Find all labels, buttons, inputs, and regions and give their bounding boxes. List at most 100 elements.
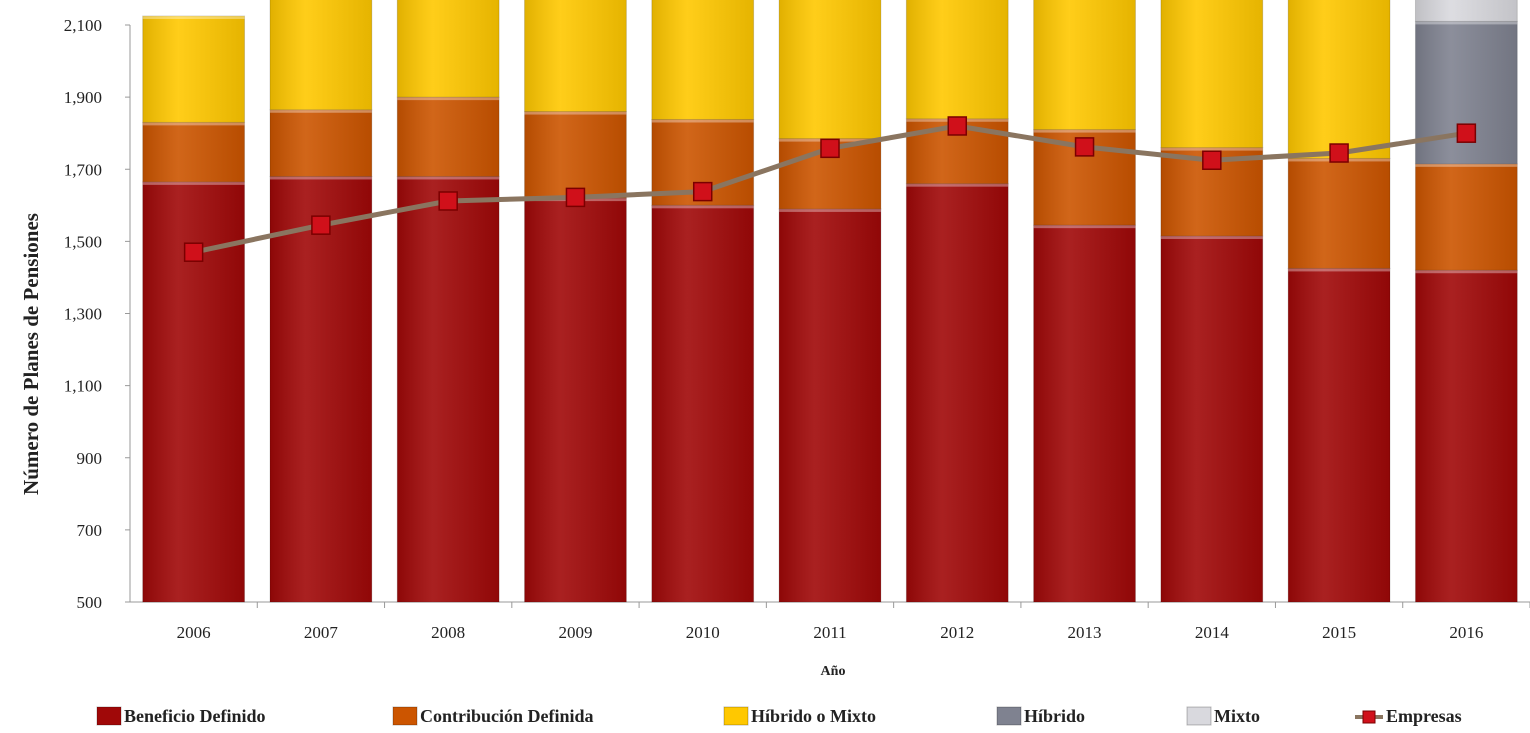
bar-shading (270, 0, 372, 110)
bar-shading (1288, 0, 1390, 159)
empresas-point-2007 (311, 215, 331, 235)
x-tick-label: 2008 (431, 623, 465, 642)
bar-shading (1288, 158, 1390, 269)
legend-swatch (392, 706, 418, 726)
bar-highlight (1288, 268, 1390, 272)
bar-highlight (524, 111, 627, 115)
x-tick-label: 2010 (686, 623, 720, 642)
bar-shading (270, 176, 372, 602)
bar-shading (1415, 270, 1518, 602)
bar-shading (142, 15, 245, 123)
bar-highlight (270, 109, 372, 113)
y-tick-label: 700 (77, 521, 103, 540)
bar-shading (779, 0, 881, 139)
empresas-point-2009 (565, 187, 586, 208)
legend-swatch (996, 706, 1022, 726)
bar-shading (906, 183, 1009, 603)
y-tick-label: 1,700 (64, 160, 102, 179)
legend-label: Híbrido o Mixto (751, 706, 876, 726)
x-tick-label: 2006 (177, 623, 211, 642)
bar-shading (651, 0, 754, 120)
legend-label: Mixto (1214, 706, 1260, 726)
bar-shading (397, 0, 500, 98)
y-tick-label: 1,500 (64, 232, 102, 251)
bar-highlight (1033, 225, 1136, 229)
bar-highlight (1160, 235, 1263, 239)
x-tick-label: 2014 (1195, 623, 1230, 642)
y-axis-label: Número de Planes de Pensiones (19, 213, 43, 495)
bar-shading (524, 111, 627, 199)
x-tick-label: 2011 (813, 623, 846, 642)
bar-shading (397, 176, 500, 602)
bar-shading (1033, 0, 1136, 130)
bar-shading (906, 0, 1009, 119)
bar-highlight (142, 122, 245, 126)
x-tick-label: 2013 (1068, 623, 1102, 642)
bar-highlight (1415, 270, 1518, 274)
bar-shading (270, 109, 372, 177)
empresas-point-2014 (1202, 150, 1222, 170)
bar-shading (524, 0, 627, 112)
y-tick-label: 900 (77, 449, 103, 468)
bar-highlight (651, 119, 754, 123)
bar-highlight (1160, 147, 1263, 151)
y-tick-label: 1,300 (64, 305, 102, 324)
empresas-point-2008 (438, 191, 458, 211)
bar-highlight (651, 205, 754, 209)
bar-shading (651, 205, 754, 602)
x-axis-label: Año (821, 664, 846, 679)
legend-swatch (96, 706, 122, 726)
bar-shading (1160, 0, 1263, 148)
x-tick-labels: 2006 2007 2008 2009 2010 2011 2012 2013 2014 2015… (177, 602, 1530, 642)
empresas-point-2012 (947, 116, 968, 136)
empresas-point-2013 (1074, 137, 1095, 157)
bar-highlight (1415, 21, 1518, 25)
bar-shading (524, 198, 627, 602)
y-tick-label: 500 (77, 593, 103, 612)
bar-shading (779, 208, 881, 602)
x-tick-label: 2016 (1449, 623, 1483, 642)
x-tick-label: 2015 (1322, 623, 1356, 642)
y-tick-label: 1,100 (64, 377, 102, 396)
bar-highlight (142, 181, 245, 185)
legend-swatch (723, 706, 749, 726)
y-tick-label: 1,900 (64, 88, 102, 107)
bar-highlight (1033, 129, 1136, 133)
bar-shading (142, 122, 245, 182)
bar-shading (1288, 268, 1390, 602)
legend-label: Contribución Definida (420, 706, 594, 726)
x-axis: 2006 2007 2008 2009 2010 2011 2012 2013 2014 2015… (130, 601, 1530, 679)
empresas-point-2011 (820, 138, 840, 159)
bar-shading (1160, 235, 1263, 602)
legend-label: Empresas (1386, 706, 1462, 726)
bar-highlight (779, 208, 881, 212)
bar-highlight (397, 97, 500, 101)
bar-shading (1415, 163, 1518, 271)
empresas-point-2006 (183, 242, 204, 262)
bar-shading (1033, 225, 1136, 602)
legend: Beneficio Definido Contribución Definida H… (96, 706, 1462, 726)
legend-label: Híbrido (1024, 706, 1085, 726)
legend-marker (1362, 710, 1376, 724)
empresas-point-2016 (1456, 123, 1477, 143)
empresas-point-2015 (1329, 143, 1349, 163)
legend-label: Beneficio Definido (124, 706, 266, 726)
x-tick-label: 2007 (304, 623, 339, 642)
bar-series (142, 0, 1518, 603)
bar-highlight (1415, 163, 1518, 167)
bar-shading (1415, 0, 1518, 22)
bar-shading (397, 97, 500, 177)
empresas-line (183, 116, 1477, 262)
y-axis: 5007009001,1001,3001,5001,7001,9002,100 … (19, 16, 131, 612)
empresas-point-2010 (692, 181, 713, 202)
x-tick-label: 2009 (558, 623, 592, 642)
legend-swatch (1186, 706, 1212, 726)
bar-highlight (142, 15, 245, 19)
y-tick-labels: 500 700 900 1,100 1,300 1,500 1,700 1,900 2,100 (64, 16, 130, 612)
x-tick-label: 2012 (940, 623, 974, 642)
bar-highlight (397, 176, 500, 180)
bar-highlight (270, 176, 372, 180)
bar-highlight (906, 183, 1009, 187)
y-tick-label: 2,100 (64, 16, 102, 35)
